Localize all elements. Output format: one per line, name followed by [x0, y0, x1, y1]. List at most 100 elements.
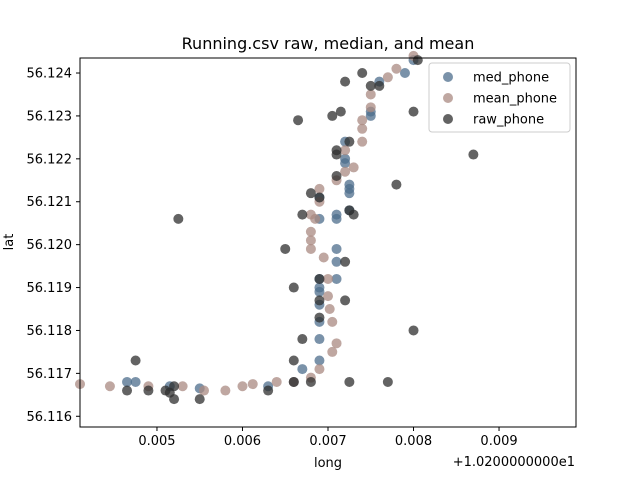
- data-point: [169, 381, 180, 392]
- data-point: [340, 256, 351, 267]
- data-point: [297, 334, 308, 345]
- data-point: [365, 102, 376, 113]
- data-point: [314, 282, 325, 293]
- x-axis-label: long: [314, 456, 342, 471]
- data-point: [122, 376, 133, 387]
- data-point: [344, 136, 355, 147]
- x-tick-label: 0.007: [309, 434, 346, 449]
- data-point: [220, 385, 231, 396]
- data-point: [340, 166, 351, 177]
- data-point: [391, 63, 402, 74]
- data-point: [331, 243, 342, 254]
- y-tick-label: 56.121: [27, 195, 73, 210]
- data-point: [169, 394, 180, 405]
- data-point: [323, 273, 333, 284]
- x-tick-label: 0.008: [395, 434, 432, 449]
- data-point: [305, 226, 316, 237]
- data-point: [318, 252, 329, 263]
- legend: med_phone mean_phone raw_phone: [428, 62, 571, 133]
- legend-box: [428, 62, 571, 133]
- data-point: [331, 170, 342, 181]
- data-point: [130, 376, 141, 387]
- data-point: [177, 381, 188, 392]
- data-point: [305, 235, 316, 246]
- y-axis-label: lat: [2, 234, 17, 251]
- data-point: [331, 209, 342, 220]
- y-tick-label: 56.118: [27, 324, 73, 339]
- y-tick-label: 56.123: [27, 109, 73, 124]
- y-axis-ticks: 56.116 56.117 56.118 56.119 56.120 56.121 56.1…: [27, 67, 80, 425]
- data-point: [348, 209, 359, 220]
- data-point: [374, 80, 385, 91]
- y-tick-label: 56.120: [27, 238, 73, 253]
- data-point: [237, 381, 248, 392]
- data-point: [143, 385, 154, 396]
- y-tick-label: 56.116: [27, 410, 73, 425]
- data-point: [340, 153, 351, 164]
- data-point: [293, 115, 304, 126]
- data-point: [357, 115, 368, 126]
- data-point: [173, 213, 184, 224]
- legend-label-raw-phone: raw_phone: [473, 113, 544, 128]
- data-point: [327, 316, 338, 327]
- data-point: [323, 291, 333, 302]
- plot-points: [75, 50, 479, 405]
- data-point: [327, 346, 338, 357]
- data-point: [382, 376, 393, 387]
- data-point: [314, 183, 325, 194]
- data-point: [314, 312, 325, 323]
- data-point: [327, 110, 338, 121]
- data-point: [314, 355, 325, 366]
- data-point: [314, 334, 325, 345]
- data-point: [340, 295, 351, 306]
- data-point: [365, 80, 376, 91]
- data-point: [305, 376, 316, 387]
- legend-label-med-phone: med_phone: [473, 71, 549, 86]
- legend-marker-med-phone: [443, 72, 453, 82]
- data-point: [194, 394, 205, 405]
- x-axis-ticks: 0.005 0.006 0.007 0.008 0.009: [138, 427, 518, 449]
- legend-marker-raw-phone: [443, 114, 453, 124]
- data-point: [280, 243, 291, 254]
- x-tick-label: 0.005: [138, 434, 175, 449]
- chart-title: Running.csv raw, median, and mean: [182, 34, 475, 53]
- data-point: [288, 282, 299, 293]
- data-point: [344, 376, 355, 387]
- data-point: [314, 273, 325, 284]
- data-point: [130, 355, 141, 366]
- data-point: [199, 385, 209, 396]
- data-point: [391, 179, 402, 190]
- y-tick-label: 56.122: [27, 152, 73, 167]
- data-point: [305, 188, 316, 199]
- data-point: [357, 68, 368, 79]
- data-point: [331, 149, 342, 160]
- data-point: [348, 162, 359, 173]
- data-point: [314, 295, 325, 306]
- data-point: [357, 123, 368, 134]
- data-point: [365, 89, 376, 100]
- data-point: [305, 243, 316, 254]
- data-point: [382, 72, 393, 83]
- data-point: [324, 304, 335, 315]
- legend-marker-mean-phone: [443, 93, 453, 103]
- data-point: [340, 145, 351, 156]
- x-tick-label: 0.009: [480, 434, 517, 449]
- data-point: [468, 149, 479, 160]
- y-tick-label: 56.124: [27, 67, 73, 82]
- data-point: [340, 76, 351, 87]
- data-point: [305, 209, 316, 220]
- data-point: [399, 68, 410, 79]
- data-point: [408, 325, 419, 336]
- legend-label-mean-phone: mean_phone: [473, 92, 557, 107]
- data-point: [357, 136, 368, 147]
- series-raw-phone: [122, 55, 479, 405]
- y-tick-label: 56.117: [27, 367, 73, 382]
- data-point: [344, 179, 355, 190]
- y-tick-label: 56.119: [27, 281, 73, 296]
- data-point: [104, 381, 115, 392]
- data-point: [297, 364, 308, 375]
- data-point: [122, 385, 133, 396]
- data-point: [331, 256, 342, 267]
- data-point: [331, 273, 342, 284]
